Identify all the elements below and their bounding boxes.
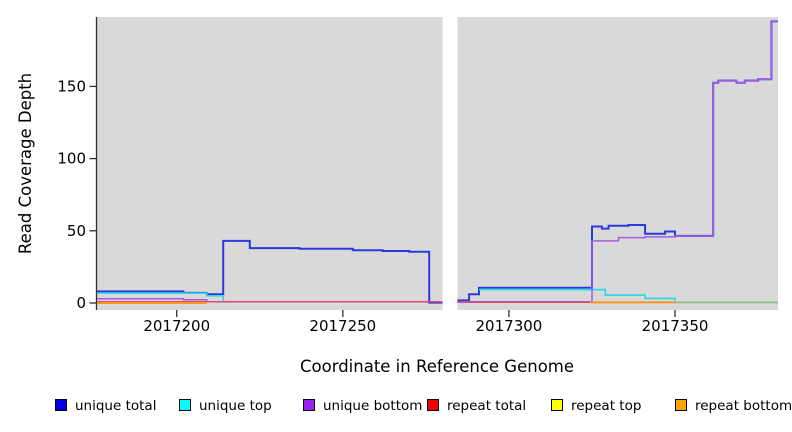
plot-axes: 0 50 100 150 2017200 2017250 2017300 2017350 (57, 17, 708, 335)
series-line-unique-top (479, 288, 676, 303)
series-line-unique-top (97, 292, 225, 303)
x-axis-title: Coordinate in Reference Genome (300, 357, 574, 376)
x-tick-label: 2017350 (642, 317, 709, 335)
y-axis-title: Read Coverage Depth (16, 73, 35, 254)
panel-left-region (97, 17, 443, 310)
y-tick-label: 150 (57, 77, 86, 95)
plot-series (97, 20, 778, 304)
series-line-unique-bottom (457, 20, 778, 303)
x-tick-label: 2017250 (309, 317, 376, 335)
y-tick-label: 50 (67, 222, 86, 240)
plot-panels (97, 17, 778, 310)
panel-right-region (457, 17, 778, 310)
x-tick-label: 2017200 (143, 317, 210, 335)
y-tick-label: 100 (57, 150, 86, 168)
x-tick-label: 2017300 (476, 317, 543, 335)
y-tick-label: 0 (76, 294, 86, 312)
